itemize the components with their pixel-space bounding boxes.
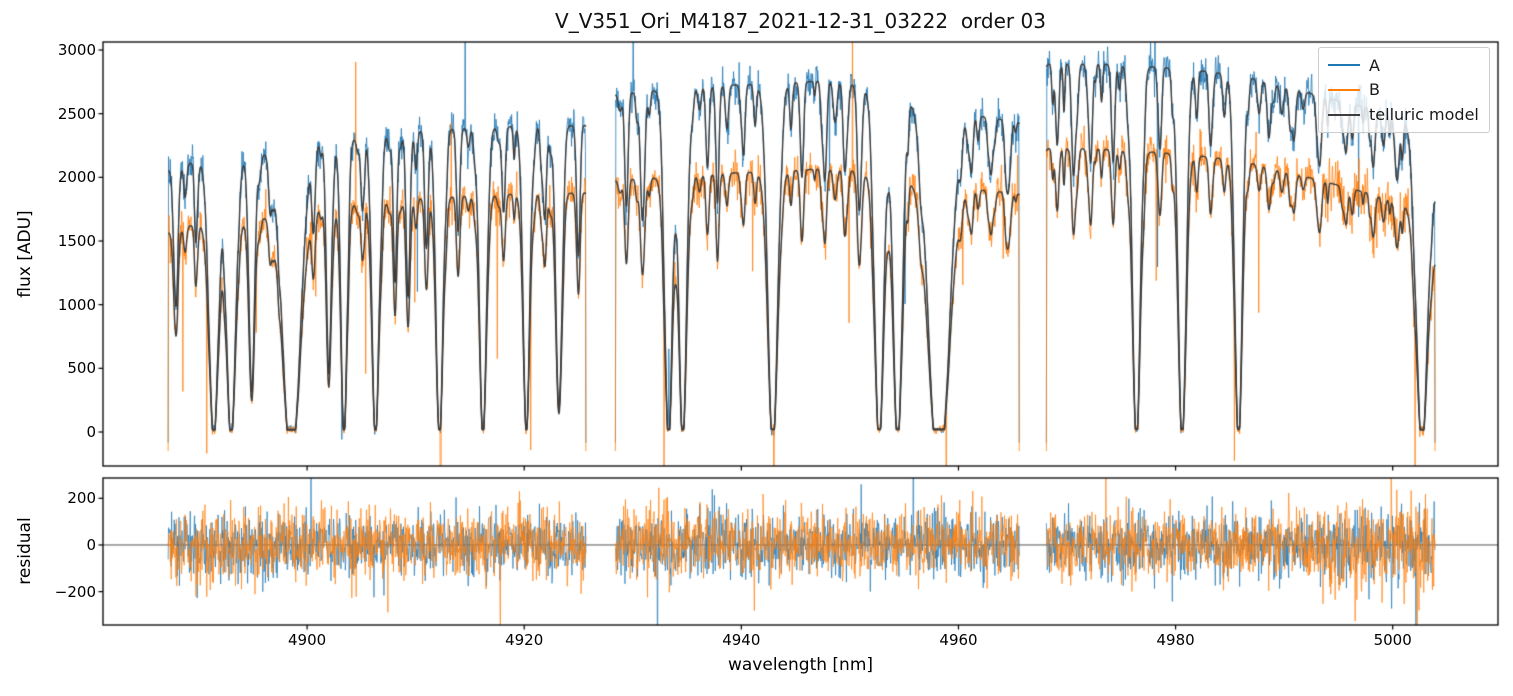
flux-axis-label: flux [ADU]	[15, 210, 35, 298]
legend-line-sample-telluric-model	[1328, 113, 1360, 116]
legend-entry-telluric-model: telluric model	[1328, 105, 1480, 124]
wavelength-axis-label: wavelength [nm]	[727, 655, 874, 675]
x-tick-label: 5000	[1373, 631, 1412, 649]
legend-line-sample-a	[1328, 64, 1360, 67]
plot-title: V_V351_Ori_M4187_2021-12-31_03222 order …	[555, 9, 1046, 33]
x-tick-label: 4960	[939, 631, 978, 649]
y-tick-label: 0	[86, 536, 96, 554]
x-tick-label: 4980	[1156, 631, 1195, 649]
y-tick-label: 1000	[57, 295, 96, 314]
y-tick-label: 1500	[57, 232, 96, 250]
legend-line-sample-b	[1328, 88, 1360, 91]
legend-label-b: B	[1369, 80, 1380, 100]
y-tick-label: 200	[67, 489, 96, 508]
y-tick-label: 2000	[57, 168, 96, 187]
legend-entry-b: B	[1328, 80, 1480, 99]
residual-axis-label: residual	[15, 517, 35, 585]
y-tick-label: 2500	[57, 104, 96, 123]
x-tick-label: 4920	[505, 631, 544, 649]
x-tick-label: 4940	[722, 631, 761, 649]
legend-label-a: A	[1369, 55, 1380, 75]
legend-label-telluric-model: telluric model	[1369, 105, 1479, 125]
legend-entry-a: A	[1328, 56, 1480, 75]
y-tick-label: −200	[54, 582, 96, 601]
y-tick-label: 3000	[57, 41, 96, 59]
y-tick-label: 500	[67, 359, 96, 378]
legend: A B telluric model	[1318, 47, 1490, 133]
y-tick-label: 0	[86, 423, 96, 441]
x-tick-label: 4900	[288, 631, 327, 649]
